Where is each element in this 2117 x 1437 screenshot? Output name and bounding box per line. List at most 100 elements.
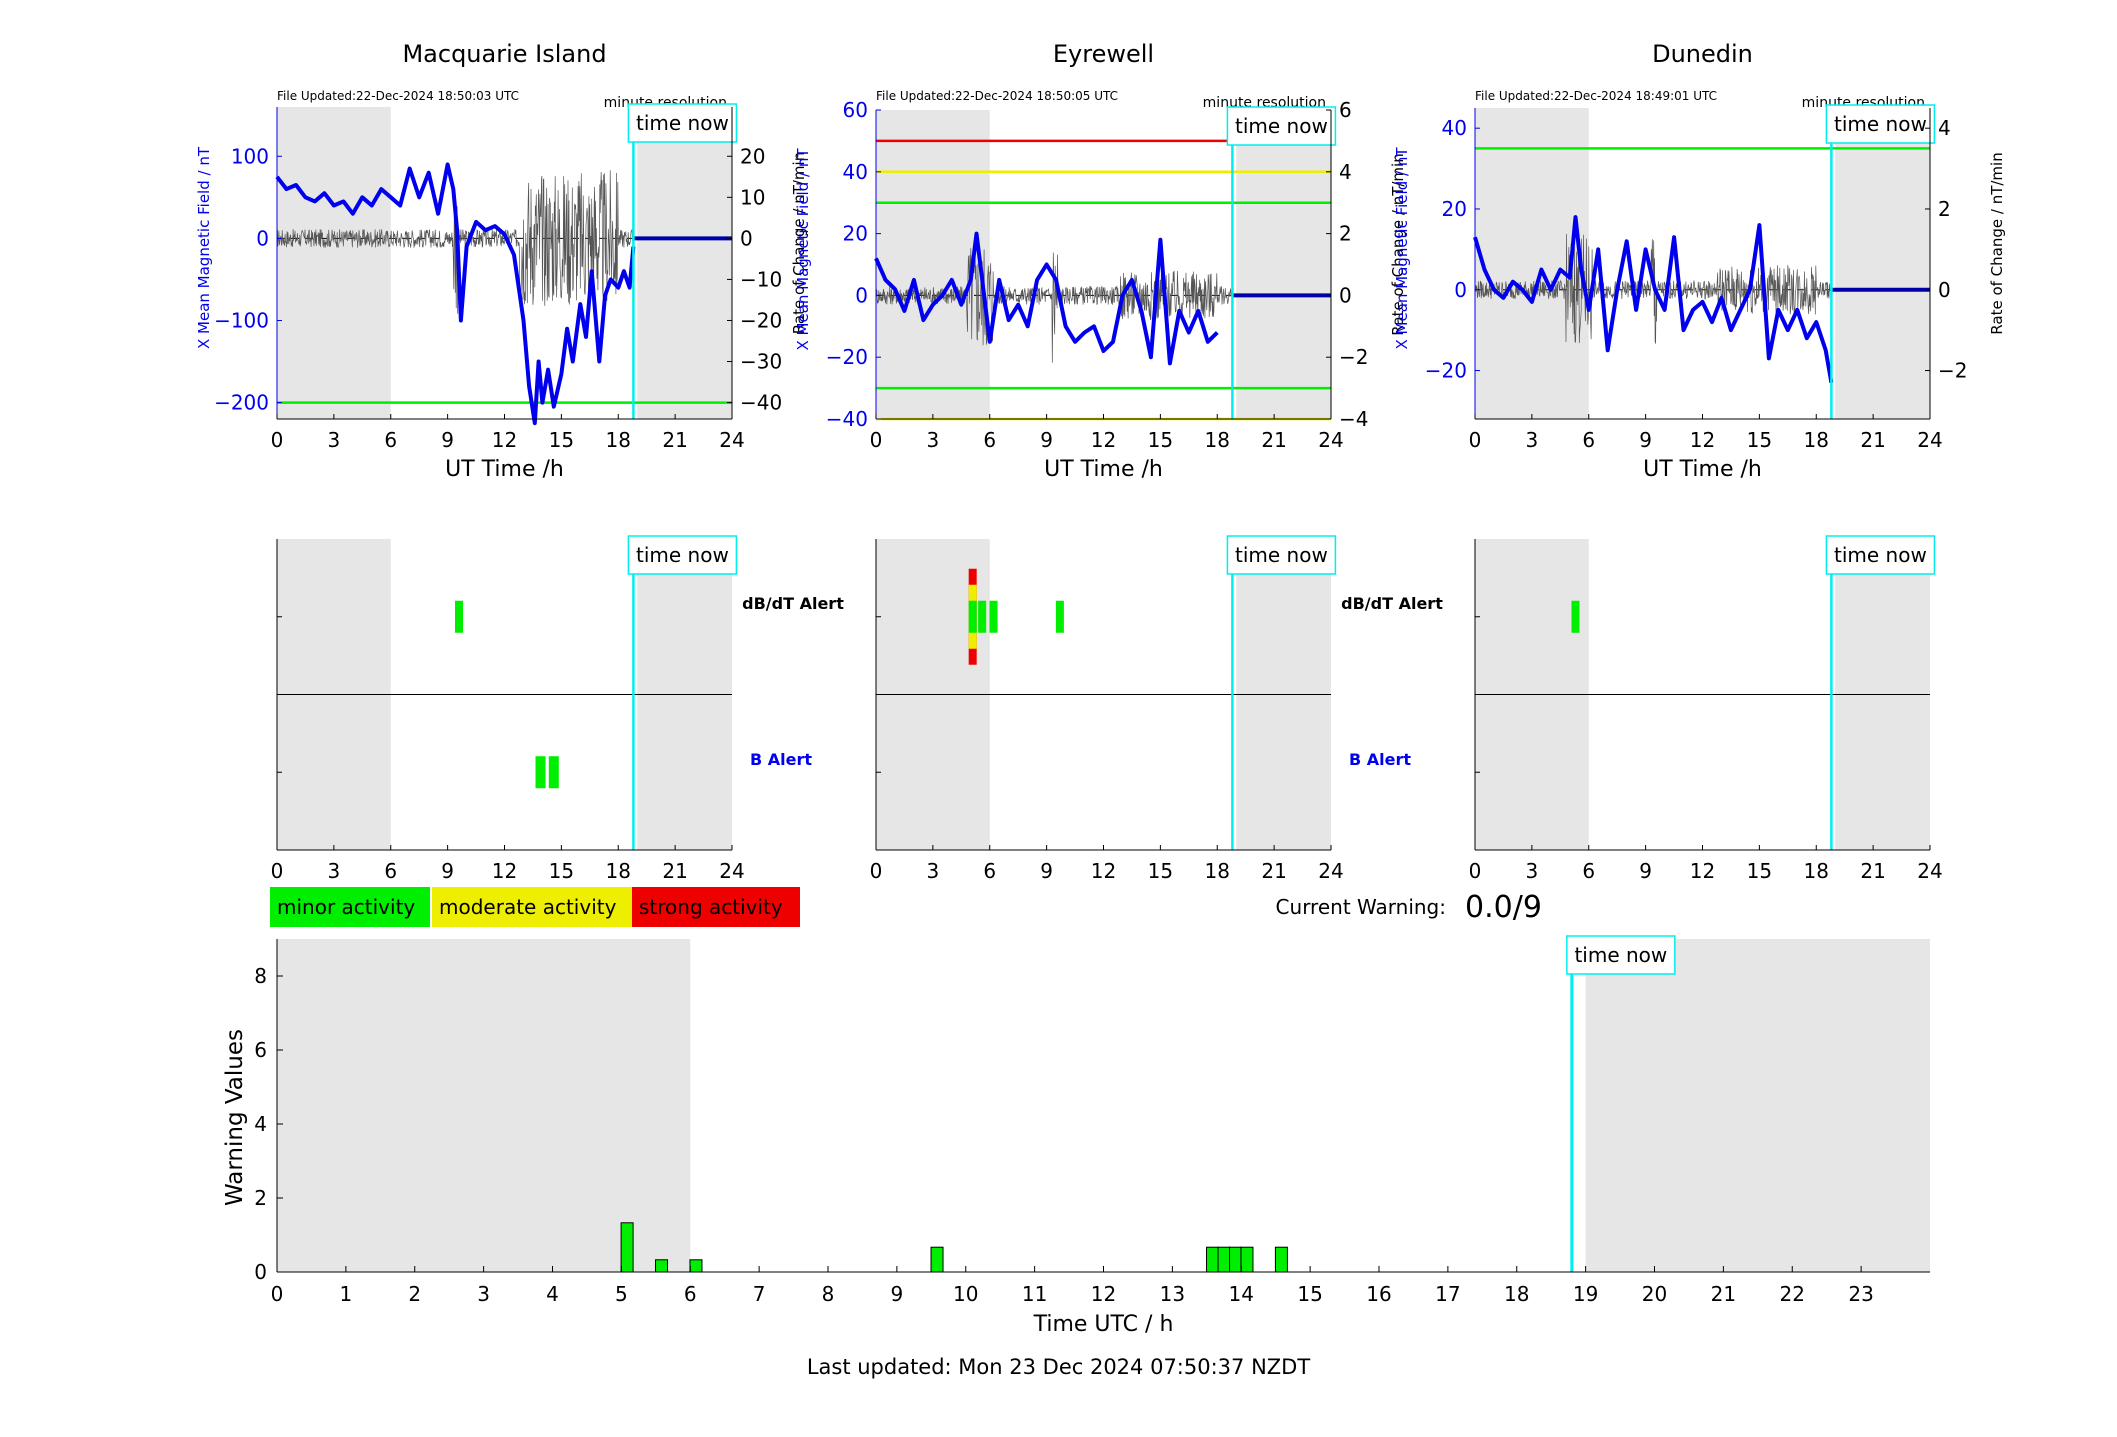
x-tick-label: 6 — [384, 428, 397, 452]
warning-bar — [1206, 1246, 1220, 1273]
y-axis-label: X Mean Magnetic Field / nT — [195, 146, 213, 349]
time-now-label: time now — [1235, 543, 1328, 567]
dbdt-alert-minor — [968, 600, 977, 633]
x-tick-label: 1 — [340, 1282, 353, 1306]
y2-axis-label: Rate of Change / nT/min — [1389, 153, 1407, 335]
mean-field-trace — [275, 162, 636, 426]
y2-tick-label: 6 — [1339, 98, 1352, 122]
x-tick-label: 12 — [492, 428, 517, 452]
x-tick-label: 24 — [1917, 428, 1942, 452]
file-updated: File Updated:22-Dec-2024 18:50:05 UTC — [876, 89, 1118, 103]
time-now-box — [1226, 535, 1337, 575]
b-alert-label: B Alert — [1349, 750, 1411, 769]
x-tick-label: 21 — [662, 428, 687, 452]
y2-tick-label: 20 — [740, 144, 765, 168]
x-tick-label: 6 — [1582, 428, 1595, 452]
y-tick-label: −200 — [214, 391, 269, 415]
y-tick-label: 6 — [254, 1038, 267, 1062]
y2-tick-label: −2 — [1938, 359, 1967, 383]
y2-tick-label: −30 — [740, 350, 782, 374]
x-tick-label: 24 — [719, 859, 744, 883]
time-now-box — [1226, 106, 1337, 146]
x-tick-label: 18 — [1804, 428, 1829, 452]
x-tick-label: 12 — [1091, 428, 1116, 452]
x-tick-label: 9 — [891, 1282, 904, 1306]
x-tick-label: 3 — [1526, 428, 1539, 452]
y-tick-label: 0 — [1454, 278, 1467, 302]
x-tick-label: 14 — [1229, 1282, 1254, 1306]
rate-of-change-trace — [276, 170, 634, 314]
dbdt-alert-bar — [455, 600, 463, 633]
y2-tick-label: 0 — [1339, 283, 1352, 307]
x-tick-label: 21 — [1711, 1282, 1736, 1306]
time-now-label: time now — [1834, 112, 1927, 136]
x-tick-label: 6 — [983, 428, 996, 452]
y2-tick-label: 0 — [1938, 278, 1951, 302]
b-alert-bar — [535, 756, 546, 789]
x-tick-label: 23 — [1848, 1282, 1873, 1306]
time-now-label: time now — [636, 111, 729, 135]
x-tick-label: 2 — [408, 1282, 421, 1306]
x-tick-label: 0 — [870, 428, 883, 452]
y-tick-label: 40 — [1442, 116, 1467, 140]
dbdt-alert-bar — [1571, 600, 1580, 633]
file-updated: File Updated:22-Dec-2024 18:50:03 UTC — [277, 89, 519, 103]
x-tick-label: 11 — [1022, 1282, 1047, 1306]
y-tick-label: 0 — [254, 1260, 267, 1284]
x-tick-label: 6 — [1582, 859, 1595, 883]
x-axis-label: UT Time /h — [445, 457, 564, 482]
y-axis-label: X Mean Magnetic Field / nT — [794, 148, 812, 351]
warning-bar — [1217, 1246, 1231, 1273]
y-axis-label: Warning Values — [222, 1029, 248, 1206]
last-updated: Last updated: Mon 23 Dec 2024 07:50:37 N… — [806, 1355, 1311, 1379]
x-tick-label: 24 — [1318, 859, 1343, 883]
night-shading — [1835, 108, 1930, 419]
x-tick-label: 15 — [1747, 859, 1772, 883]
dbdt-alert-bar — [978, 600, 987, 633]
legend-label-moderate: moderate activity — [439, 895, 617, 919]
panel-title: Dunedin — [1652, 40, 1753, 68]
x-tick-label: 21 — [662, 859, 687, 883]
y2-tick-label: 2 — [1938, 197, 1951, 221]
warning-bar — [1274, 1246, 1288, 1273]
y-tick-label: 60 — [843, 98, 868, 122]
warning-bar — [655, 1259, 669, 1273]
mean-field-trace — [874, 231, 1219, 366]
time-now-label: time now — [636, 543, 729, 567]
x-axis-label: Time UTC / h — [1033, 1312, 1174, 1337]
x-tick-label: 15 — [1747, 428, 1772, 452]
x-tick-label: 3 — [927, 859, 940, 883]
y2-axis-label: Rate of Change / nT/min — [790, 152, 808, 334]
x-tick-label: 12 — [1091, 859, 1116, 883]
x-tick-label: 8 — [822, 1282, 835, 1306]
x-tick-label: 7 — [753, 1282, 766, 1306]
x-tick-label: 18 — [1205, 859, 1230, 883]
dbdt-alert-bar — [989, 600, 998, 633]
x-tick-label: 15 — [1297, 1282, 1322, 1306]
night-shading — [637, 107, 732, 419]
current-warning-value: 0.0/9 — [1465, 890, 1542, 925]
x-tick-label: 3 — [1526, 859, 1539, 883]
y-tick-label: 0 — [256, 226, 269, 250]
x-tick-label: 3 — [477, 1282, 490, 1306]
x-tick-label: 18 — [606, 428, 631, 452]
y-tick-label: 20 — [1442, 197, 1467, 221]
y2-tick-label: −40 — [740, 391, 782, 415]
x-tick-label: 12 — [1091, 1282, 1116, 1306]
x-tick-label: 0 — [1469, 428, 1482, 452]
x-tick-label: 19 — [1573, 1282, 1598, 1306]
y-tick-label: 0 — [855, 283, 868, 307]
x-tick-label: 20 — [1642, 1282, 1667, 1306]
x-tick-label: 0 — [271, 859, 284, 883]
y-tick-label: −40 — [826, 407, 868, 431]
magnetometer-panel-1: Macquarie Island File Updated:22-Dec-2024… — [195, 40, 808, 482]
time-now-label: time now — [1574, 943, 1667, 967]
panel-title: Macquarie Island — [402, 40, 606, 68]
y2-tick-label: −10 — [740, 267, 782, 291]
y2-tick-label: 10 — [740, 185, 765, 209]
x-tick-label: 12 — [492, 859, 517, 883]
warning-bar — [620, 1222, 634, 1273]
x-tick-label: 5 — [615, 1282, 628, 1306]
activity-legend: minor activity moderate activity strong ac… — [270, 887, 800, 927]
